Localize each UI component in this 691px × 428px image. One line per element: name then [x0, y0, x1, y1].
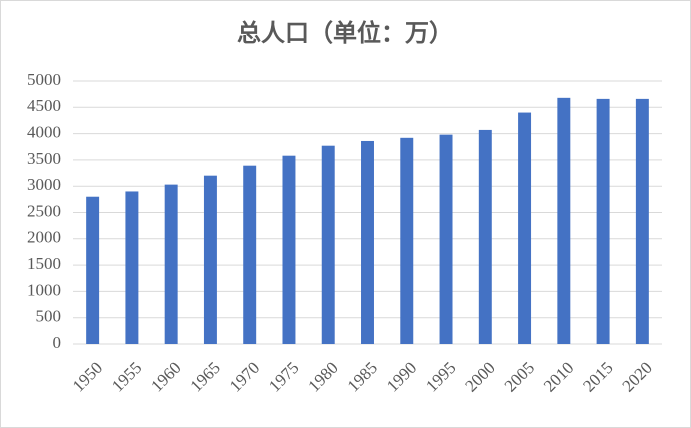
- bar: [596, 98, 610, 344]
- bar: [478, 129, 492, 344]
- bar: [243, 165, 257, 344]
- bar: [439, 134, 453, 344]
- y-tick-label: 3500: [27, 149, 61, 168]
- y-tick-label: 5000: [27, 70, 61, 89]
- y-tick-label: 1500: [27, 254, 61, 273]
- bar: [321, 145, 335, 344]
- y-tick-label: 1000: [27, 280, 61, 299]
- y-tick-label: 0: [53, 333, 62, 352]
- bar: [635, 98, 649, 344]
- y-tick-label: 3000: [27, 175, 61, 194]
- chart-title: 总人口（单位：万）: [237, 19, 453, 47]
- bar: [400, 137, 414, 344]
- bar: [557, 97, 571, 344]
- bar: [282, 155, 296, 344]
- y-tick-label: 2000: [27, 228, 61, 247]
- bar: [361, 140, 374, 344]
- y-tick-label: 4500: [27, 96, 61, 115]
- y-tick-label: 2500: [27, 201, 61, 220]
- bar: [125, 191, 139, 344]
- bar: [164, 184, 178, 344]
- bar: [86, 196, 100, 344]
- y-tick-label: 500: [36, 307, 62, 326]
- bar: [203, 175, 217, 344]
- y-tick-label: 4000: [27, 123, 61, 142]
- bar: [518, 112, 532, 344]
